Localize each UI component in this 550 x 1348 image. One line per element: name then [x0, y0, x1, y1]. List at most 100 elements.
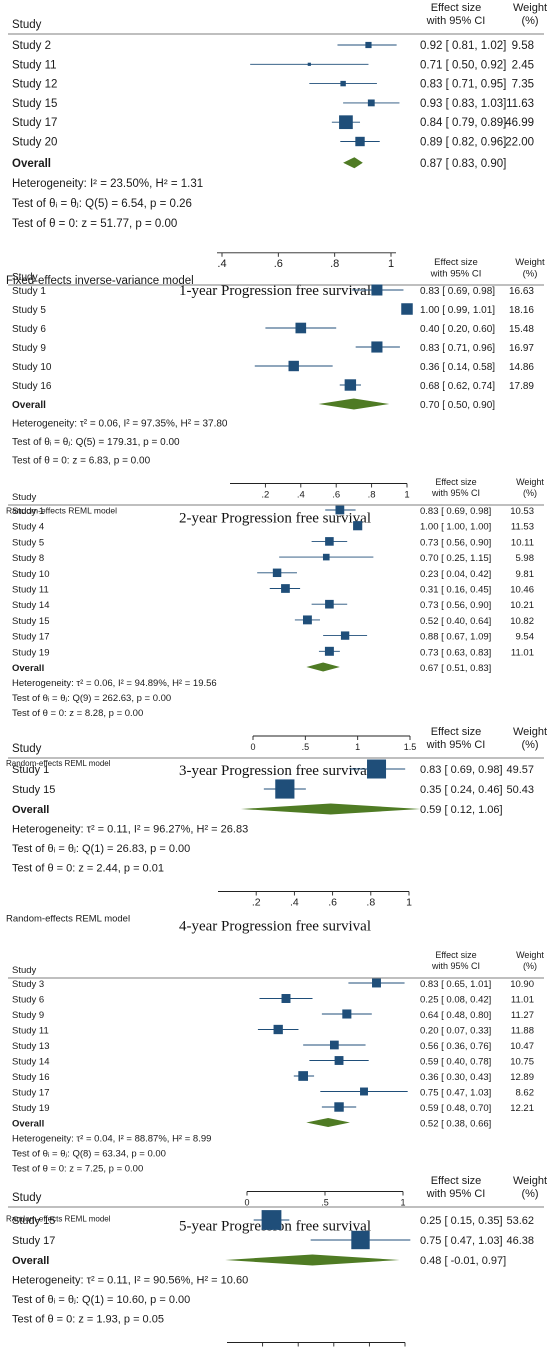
model-label: Random-effects REML model: [6, 759, 111, 768]
column-header-study: Study: [12, 492, 37, 503]
study-effect-ci: 0.64 [ 0.48, 0.80]: [420, 1010, 491, 1021]
study-marker: [340, 80, 346, 87]
study-effect-ci: 0.83 [ 0.65, 1.01]: [420, 979, 491, 990]
x-tick-label: .2: [252, 897, 261, 909]
study-effect-ci: 0.93 [ 0.83, 1.03]: [420, 98, 506, 110]
column-header-weight-unit: (%): [521, 15, 538, 27]
study-effect-ci: 0.92 [ 0.81, 1.02]: [420, 40, 506, 52]
overall-diamond: [343, 157, 363, 169]
study-effect-ci: 0.23 [ 0.04, 0.42]: [420, 569, 491, 580]
study-marker: [351, 1230, 370, 1250]
column-header-study: Study: [12, 1192, 42, 1204]
study-effect-ci: 1.00 [ 0.99, 1.01]: [420, 305, 495, 316]
x-tick-label: 1: [355, 742, 360, 752]
stats-line: Test of θ = 0: z = 2.44, p = 0.01: [12, 863, 164, 875]
stats-line: Test of θᵢ = θⱼ: Q(1) = 26.83, p = 0.00: [12, 843, 190, 855]
overall-diamond: [306, 1118, 350, 1127]
x-tick-label: 1: [404, 490, 409, 501]
study-effect-ci: 0.88 [ 0.67, 1.09]: [420, 632, 491, 643]
stats-line: Test of θ = 0: z = 8.28, p = 0.00: [12, 708, 143, 719]
study-label: Study 6: [12, 995, 44, 1006]
study-weight: 10.11: [511, 537, 534, 548]
study-label: Study 1: [12, 286, 46, 297]
study-effect-ci: 0.35 [ 0.24, 0.46]: [420, 784, 503, 796]
x-tick-label: .8: [368, 490, 376, 501]
column-header-weight-unit: (%): [521, 739, 538, 751]
study-effect-ci: 0.25 [ 0.08, 0.42]: [420, 995, 491, 1006]
study-marker: [298, 1071, 309, 1081]
study-marker: [401, 303, 413, 315]
column-header-study: Study: [12, 272, 38, 283]
study-effect-ci: 0.56 [ 0.36, 0.76]: [420, 1041, 491, 1052]
x-tick-label: .6: [328, 897, 337, 909]
study-effect-ci: 0.73 [ 0.56, 0.90]: [420, 600, 491, 611]
x-tick-label: 1: [400, 1198, 405, 1208]
study-effect-ci: 0.73 [ 0.56, 0.90]: [420, 537, 491, 548]
overall-label: Overall: [12, 158, 51, 170]
study-marker: [335, 505, 345, 515]
overall-diamond: [306, 662, 340, 672]
study-label: Study 5: [12, 305, 46, 316]
column-header-effect: Effect size: [434, 257, 478, 268]
study-weight: 16.97: [509, 343, 534, 354]
study-label: Study 10: [12, 569, 50, 580]
study-label: Study 11: [12, 585, 49, 596]
study-marker: [325, 537, 334, 546]
study-marker: [360, 1087, 368, 1096]
column-header-study: Study: [12, 19, 42, 31]
stats-line: Test of θᵢ = θⱼ: Q(9) = 262.63, p = 0.00: [12, 693, 171, 704]
model-label: Fixed-effects inverse-variance model: [6, 275, 194, 287]
column-header-weight-unit: (%): [523, 488, 537, 498]
study-marker: [372, 978, 381, 988]
study-weight: 10.90: [510, 979, 534, 990]
study-weight: 12.21: [510, 1103, 534, 1114]
study-weight: 46.38: [506, 1235, 534, 1247]
study-effect-ci: 0.83 [ 0.69, 0.98]: [420, 764, 503, 776]
study-label: Study 16: [12, 1072, 50, 1083]
study-label: Study 13: [12, 1041, 50, 1052]
study-weight: 10.47: [510, 1041, 534, 1052]
study-label: Study 11: [12, 1026, 49, 1037]
study-effect-ci: 0.25 [ 0.15, 0.35]: [420, 1215, 503, 1227]
study-effect-ci: 0.59 [ 0.40, 0.78]: [420, 1057, 491, 1068]
column-header-study: Study: [12, 965, 37, 976]
study-effect-ci: 0.36 [ 0.30, 0.43]: [420, 1072, 491, 1083]
panel-title: 1-year Progression free survival: [179, 283, 371, 299]
study-marker: [302, 615, 312, 625]
study-marker: [307, 62, 311, 66]
x-tick-label: .5: [321, 1198, 329, 1208]
study-label: Study 4: [12, 522, 44, 533]
study-label: Study 1: [12, 764, 49, 776]
study-marker: [367, 759, 387, 779]
model-label: Random-effects REML model: [6, 1215, 111, 1224]
overall-diamond: [318, 398, 390, 410]
overall-effect-ci: 0.59 [ 0.12, 1.06]: [420, 804, 503, 816]
study-label: Study 11: [12, 59, 57, 71]
study-weight: 5.98: [516, 553, 535, 564]
study-weight: 11.27: [511, 1010, 534, 1021]
study-marker: [261, 1210, 282, 1230]
column-header-weight: Weight: [513, 2, 547, 14]
study-marker: [273, 1024, 283, 1035]
study-marker: [281, 584, 290, 593]
study-label: Study 14: [12, 600, 50, 611]
column-header-ci: with 95% CI: [430, 269, 482, 280]
study-marker: [322, 553, 330, 561]
study-label: Study 9: [12, 343, 46, 354]
x-tick-label: 1.5: [404, 742, 417, 752]
study-weight: 10.21: [510, 600, 534, 611]
column-header-weight-unit: (%): [523, 269, 538, 280]
study-label: Study 14: [12, 1057, 50, 1068]
study-weight: 11.53: [511, 522, 534, 533]
column-header-ci: with 95% CI: [426, 1188, 486, 1200]
overall-effect-ci: 0.70 [ 0.50, 0.90]: [420, 400, 495, 411]
study-label: Study 8: [12, 553, 44, 564]
study-marker: [272, 568, 282, 578]
study-label: Study 12: [12, 79, 57, 91]
study-weight: 17.89: [509, 381, 534, 392]
study-weight: 10.53: [510, 506, 534, 517]
column-header-effect: Effect size: [435, 950, 476, 960]
